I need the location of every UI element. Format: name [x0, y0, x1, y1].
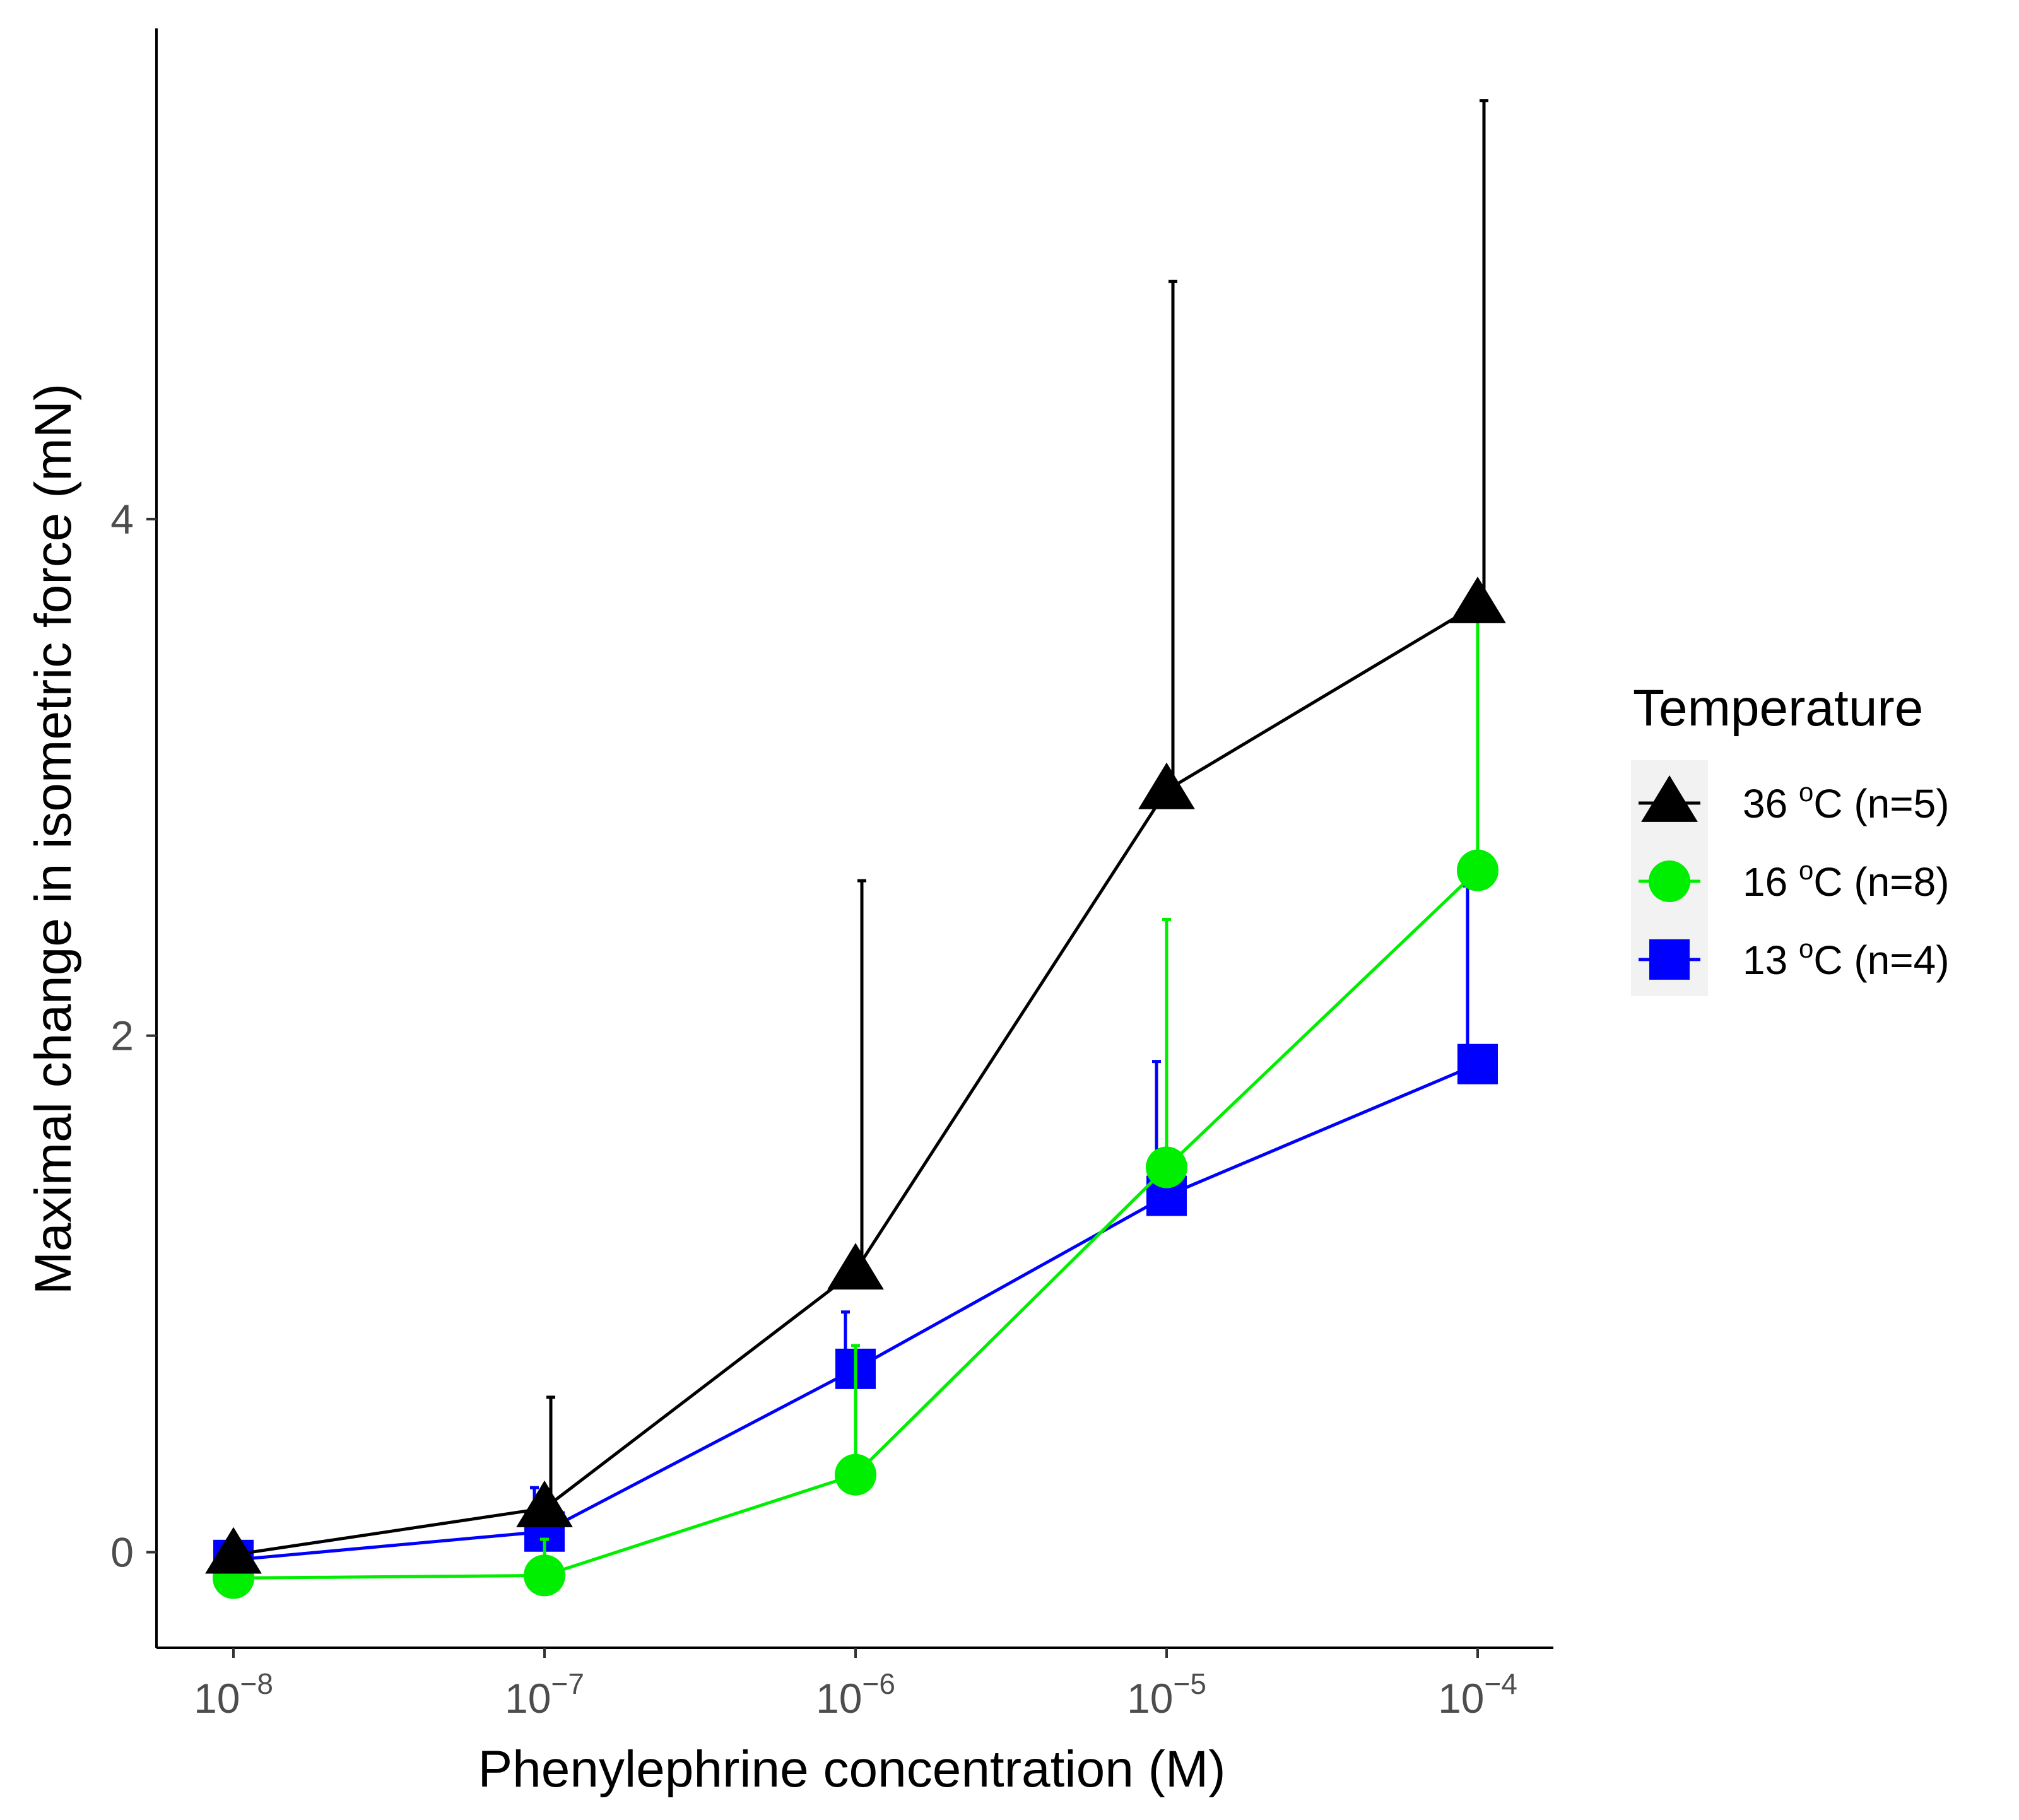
legend-entry: 16 oC (n=8) — [1639, 855, 1950, 905]
data-point — [1457, 849, 1498, 891]
series-triangle — [205, 99, 1506, 1574]
legend-label: 16 oC (n=8) — [1743, 855, 1950, 905]
x-tick-label: 10−6 — [816, 1667, 895, 1722]
x-ticks: 10−8 10−7 10−6 10−5 10−4 — [194, 1648, 1517, 1722]
y-axis-title: Maximal change in isometric force (mN) — [25, 384, 82, 1295]
series-circle — [213, 592, 1498, 1599]
legend-marker — [1641, 775, 1698, 822]
y-ticks: 0 2 4 — [110, 496, 156, 1576]
legend-label: 36 oC (n=5) — [1743, 777, 1950, 826]
y-tick-label: 0 — [110, 1529, 134, 1576]
legend-entry: 36 oC (n=5) — [1639, 775, 1950, 826]
legend: Temperature 36 oC (n=5) 16 oC (n=8) 13 oC … — [1631, 679, 1950, 996]
x-axis-title: Phenylephrine concentration (M) — [478, 1741, 1225, 1798]
y-tick-label: 4 — [110, 496, 134, 543]
legend-label: 13 oC (n=4) — [1743, 934, 1950, 983]
series-layer — [205, 99, 1506, 1599]
legend-title: Temperature — [1633, 679, 1923, 737]
data-point — [1449, 576, 1506, 623]
x-tick-label: 10−7 — [505, 1667, 584, 1722]
x-tick-label: 10−8 — [194, 1667, 273, 1722]
data-point — [205, 1527, 262, 1574]
x-tick-label: 10−5 — [1127, 1667, 1206, 1722]
data-point — [1146, 1146, 1187, 1189]
x-tick-label: 10−4 — [1438, 1667, 1517, 1722]
data-point — [516, 1480, 573, 1527]
data-point — [1457, 1043, 1498, 1084]
legend-marker — [1649, 939, 1690, 980]
data-point — [835, 1453, 876, 1496]
data-point — [827, 1243, 884, 1290]
y-tick-label: 2 — [110, 1013, 134, 1059]
legend-entries: 36 oC (n=5) 16 oC (n=8) 13 oC (n=4) — [1639, 775, 1950, 983]
legend-marker — [1649, 860, 1690, 902]
data-point — [524, 1554, 565, 1597]
data-point — [1138, 762, 1195, 809]
legend-entry: 13 oC (n=4) — [1639, 934, 1950, 983]
